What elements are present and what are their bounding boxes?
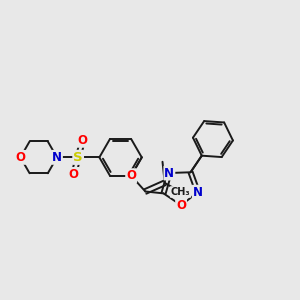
Text: O: O [69, 168, 79, 181]
Text: N: N [52, 151, 62, 164]
Text: O: O [78, 134, 88, 147]
Text: O: O [15, 151, 26, 164]
Text: O: O [126, 169, 136, 182]
Text: CH₃: CH₃ [171, 187, 190, 197]
Text: N: N [164, 167, 174, 179]
Text: N: N [193, 186, 203, 199]
Text: O: O [176, 199, 186, 212]
Text: S: S [73, 151, 83, 164]
